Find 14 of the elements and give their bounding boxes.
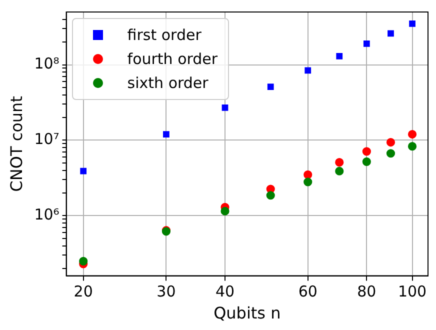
x-tick-label: 40 — [215, 282, 235, 301]
y-tick-label: 10⁸ — [34, 54, 60, 73]
legend-label: first order — [127, 26, 202, 44]
x-tick-label: 80 — [357, 282, 376, 301]
legend-label: sixth order — [127, 74, 208, 92]
y-tick-label: 10⁷ — [34, 130, 60, 148]
x-tick-label: 60 — [298, 282, 318, 301]
y-axis-title: CNOT count — [6, 96, 26, 192]
x-axis-title: Qubits n — [214, 304, 281, 323]
x-tick-label: 30 — [156, 282, 176, 301]
x-tick-label: 20 — [74, 282, 93, 301]
y-tick-label: 10⁶ — [34, 206, 60, 224]
legend-label: fourth order — [127, 50, 218, 68]
x-tick-label: 100 — [398, 282, 427, 301]
